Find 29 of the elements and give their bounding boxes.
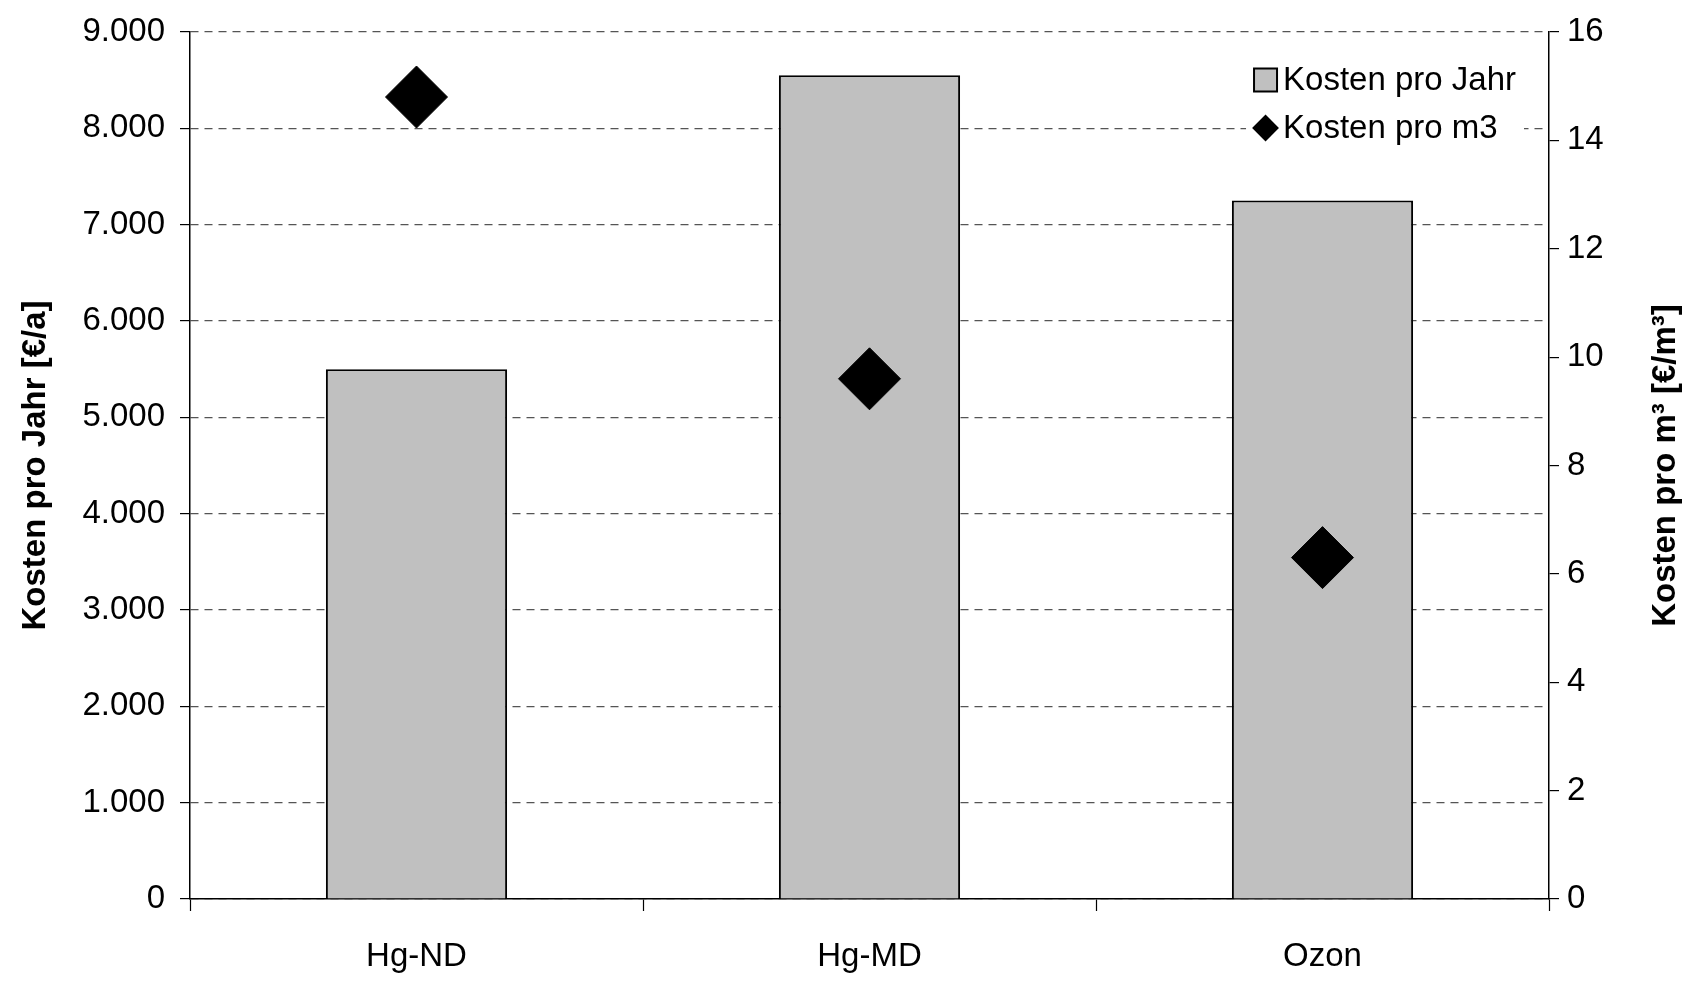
x-tick-label: Ozon xyxy=(1283,935,1362,973)
point xyxy=(838,347,901,411)
x-tick-label: Hg-MD xyxy=(817,935,922,973)
point xyxy=(385,65,448,129)
y-tick-label: 6.000 xyxy=(82,300,165,338)
y2-tick-label: 12 xyxy=(1567,227,1604,265)
y-tick-label: 8.000 xyxy=(82,107,165,145)
y2-tick-label: 10 xyxy=(1567,336,1604,374)
y2-tick-label: 16 xyxy=(1567,11,1604,49)
x-tick-label: Hg-ND xyxy=(366,935,467,973)
y-tick-label: 9.000 xyxy=(82,11,165,49)
y2-tick-label: 8 xyxy=(1567,444,1586,482)
y2-axis-title: Kosten pro m³ [€/m³] xyxy=(1645,304,1683,627)
y-tick-label: 3.000 xyxy=(82,589,165,627)
y2-tick-label: 6 xyxy=(1567,552,1586,590)
y-tick-label: 5.000 xyxy=(82,396,165,434)
y2-tick-label: 0 xyxy=(1567,878,1586,916)
y-axis-title: Kosten pro Jahr [€/a] xyxy=(15,300,53,631)
legend-label: Kosten pro m3 xyxy=(1283,108,1498,146)
y-tick-label: 4.000 xyxy=(82,492,165,530)
y2-tick-label: 14 xyxy=(1567,119,1604,157)
y2-tick-label: 2 xyxy=(1567,769,1586,807)
y-tick-label: 2.000 xyxy=(82,685,165,723)
y-tick-label: 0 xyxy=(146,878,165,916)
point xyxy=(1291,526,1354,590)
legend-label: Kosten pro Jahr xyxy=(1283,60,1517,98)
y-tick-label: 1.000 xyxy=(82,781,165,819)
y-tick-label: 7.000 xyxy=(82,203,165,241)
y2-tick-label: 4 xyxy=(1567,661,1586,699)
